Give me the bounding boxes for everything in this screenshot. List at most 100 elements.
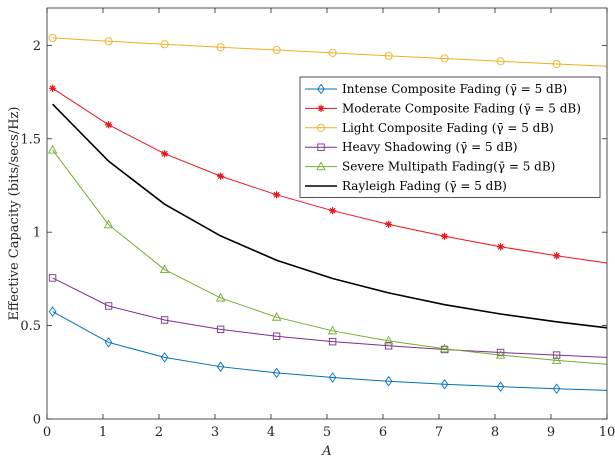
series-line — [52, 311, 608, 391]
legend-label: Rayleigh Fading (γ̄ = 5 dB) — [342, 179, 507, 193]
data-point — [272, 45, 281, 55]
data-point — [104, 302, 113, 310]
data-point — [439, 343, 450, 353]
x-tick-label: 5 — [323, 425, 331, 440]
data-point — [216, 43, 225, 52]
legend-item: Severe Multipath Fading(γ̄ = 5 dB) — [305, 160, 555, 174]
x-tick-label: 6 — [379, 425, 387, 440]
data-point — [328, 372, 337, 383]
data-point — [496, 381, 505, 392]
x-tick-label: 2 — [155, 425, 163, 440]
data-point — [217, 172, 225, 180]
series-line — [52, 149, 608, 365]
series-layer — [47, 33, 608, 395]
data-point — [105, 121, 113, 129]
data-point — [272, 332, 281, 340]
data-point — [552, 59, 561, 69]
legend-marker — [317, 104, 325, 112]
legend-item: Light Composite Fading (γ̄ = 5 dB) — [305, 121, 554, 135]
data-point — [497, 243, 505, 251]
series-3 — [48, 33, 608, 69]
y-tick-label: 0 — [33, 413, 41, 428]
data-point — [552, 351, 561, 359]
data-point — [552, 383, 561, 395]
data-point — [327, 325, 338, 335]
series-2 — [49, 84, 608, 264]
x-tick-label: 9 — [547, 425, 555, 440]
x-tick-label: 8 — [491, 425, 499, 440]
data-point — [384, 342, 393, 350]
data-point — [160, 316, 169, 324]
legend-marker — [317, 143, 325, 151]
y-axis-label: Effective Capacity (bits/secs/Hz) — [7, 107, 22, 321]
data-point — [47, 144, 58, 154]
y-tick-label: 0.5 — [20, 319, 41, 334]
data-point — [161, 150, 169, 158]
data-point — [551, 355, 562, 364]
data-point — [48, 33, 57, 42]
data-point — [328, 337, 337, 346]
legend-marker — [317, 83, 325, 95]
data-point — [273, 191, 281, 199]
data-point — [440, 54, 449, 63]
series-5 — [47, 144, 608, 365]
data-point — [328, 48, 337, 57]
x-tick-label: 7 — [435, 425, 443, 440]
data-point — [495, 349, 506, 359]
series-line — [52, 37, 608, 67]
legend-item: Intense Composite Fading (γ̄ = 5 dB) — [305, 82, 567, 96]
legend: Intense Composite Fading (γ̄ = 5 dB) Mode… — [299, 76, 601, 198]
data-point — [104, 337, 113, 348]
x-axis-label: A — [321, 444, 331, 459]
series-6 — [52, 103, 608, 329]
data-point — [216, 361, 225, 372]
data-point — [103, 219, 114, 229]
data-point — [384, 375, 393, 387]
legend-label: Moderate Composite Fading (γ̄ = 5 dB) — [342, 101, 581, 115]
legend-label: Intense Composite Fading (γ̄ = 5 dB) — [342, 82, 567, 96]
x-tick-label: 4 — [267, 425, 275, 440]
y-tick-label: 1.5 — [20, 132, 41, 147]
series-1 — [48, 306, 608, 395]
legend-item: Heavy Shadowing (γ̄ = 5 dB) — [305, 140, 518, 154]
data-point — [383, 335, 394, 345]
data-point — [496, 348, 505, 357]
data-point — [104, 37, 113, 46]
data-point — [48, 274, 57, 282]
data-point — [272, 367, 281, 379]
data-point — [159, 264, 170, 274]
data-point — [553, 252, 561, 260]
data-point — [384, 51, 393, 60]
data-point — [160, 352, 169, 363]
data-point — [216, 325, 225, 334]
legend-label: Severe Multipath Fading(γ̄ = 5 dB) — [342, 160, 555, 174]
data-point — [441, 232, 449, 240]
legend-label: Light Composite Fading (γ̄ = 5 dB) — [342, 121, 554, 135]
x-tick-label: 1 — [99, 425, 107, 440]
legend-box — [299, 76, 601, 198]
data-point — [385, 220, 393, 228]
data-point — [271, 311, 282, 321]
x-tick-label: 10 — [599, 425, 615, 440]
x-tick-label: 0 — [43, 425, 51, 440]
legend-item: Moderate Composite Fading (γ̄ = 5 dB) — [305, 101, 581, 115]
data-point — [496, 57, 505, 66]
y-tick-label: 1 — [33, 226, 41, 241]
legend-item: Rayleigh Fading (γ̄ = 5 dB) — [305, 179, 507, 193]
data-point — [48, 306, 57, 317]
legend-marker — [316, 161, 326, 171]
data-point — [49, 84, 57, 92]
data-point — [329, 207, 337, 215]
axes: 0 1 2 3 4 5 6 7 8 9 10 0 0.5 1 1.5 2 — [20, 8, 615, 440]
y-tick-label: 2 — [33, 39, 41, 54]
data-point — [160, 40, 169, 49]
data-point — [440, 378, 449, 390]
legend-marker — [316, 123, 326, 132]
series-line — [52, 103, 608, 329]
series-line — [52, 277, 608, 358]
data-point — [215, 292, 226, 302]
x-tick-label: 3 — [211, 425, 219, 440]
legend-label: Heavy Shadowing (γ̄ = 5 dB) — [342, 140, 518, 154]
